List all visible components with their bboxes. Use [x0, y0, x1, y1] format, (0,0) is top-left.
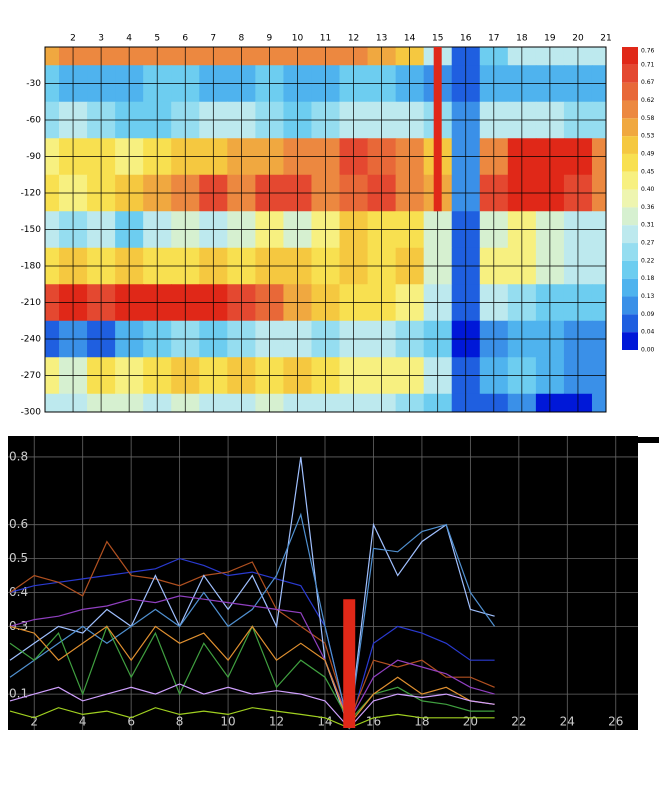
colorbar-swatch	[622, 82, 638, 101]
x-tick-label: 4	[126, 34, 132, 44]
colorbar-swatch	[622, 314, 638, 333]
x-tick-label: 6	[182, 34, 188, 44]
x-tick-label: 10	[220, 715, 235, 729]
series-line	[9, 456, 495, 729]
series-line	[9, 512, 496, 729]
x-tick-label: 18	[516, 34, 528, 44]
x-tick-label: 2	[30, 715, 38, 729]
colorbar-swatch	[622, 153, 638, 172]
contour-cell	[45, 47, 60, 66]
x-tick-label: 22	[511, 715, 526, 729]
series-line	[9, 595, 495, 723]
plot-background	[8, 436, 638, 730]
x-tick-label: 21	[600, 34, 611, 44]
y-tick-label: -300	[21, 408, 42, 418]
y-tick-label: -60	[26, 116, 41, 126]
x-tick-label: 5	[154, 34, 160, 44]
series-line	[9, 625, 495, 726]
y-tick-label: 0.8	[9, 449, 28, 463]
x-tick-label: 14	[317, 715, 332, 729]
y-tick-label: -240	[21, 335, 42, 345]
x-tick-label: 19	[544, 34, 556, 44]
series-line	[9, 707, 495, 729]
colorbar-label: 0.49	[641, 150, 655, 157]
highlight-bar	[343, 599, 356, 728]
x-tick-label: 12	[348, 34, 359, 44]
y-tick-label: -30	[26, 79, 41, 89]
y-tick-label: -210	[21, 298, 42, 308]
x-tick-label: 3	[98, 34, 104, 44]
colorbar-swatch	[622, 118, 638, 137]
colorbar-label: 0.00	[641, 347, 655, 354]
x-tick-label: 16	[366, 715, 381, 729]
colorbar-swatch	[622, 189, 638, 208]
colorbar-label: 0.09	[641, 311, 655, 318]
x-tick-label: 16	[460, 34, 472, 44]
x-tick-label: 8	[238, 34, 244, 44]
colorbar-label: 0.58	[641, 115, 655, 122]
x-tick-label: 2	[70, 34, 76, 44]
x-tick-label: 20	[463, 715, 478, 729]
y-tick-label: -90	[26, 152, 41, 162]
y-tick-label: 0.5	[9, 551, 28, 565]
x-tick-label: 17	[488, 34, 499, 44]
colorbar-label: 0.45	[641, 168, 655, 175]
colorbar-label: 0.22	[641, 257, 655, 264]
x-tick-label: 20	[572, 34, 584, 44]
colorbar-label: 0.40	[641, 186, 655, 193]
series-line	[9, 683, 495, 729]
colorbar-label: 0.27	[641, 240, 655, 247]
colorbar-swatch	[622, 225, 638, 244]
x-tick-label: 4	[79, 715, 87, 729]
colorbar-label: 0.13	[641, 293, 655, 300]
colorbar-swatch	[622, 47, 638, 65]
colorbar-swatch	[622, 171, 638, 190]
x-tick-label: 14	[404, 34, 416, 44]
x-tick-label: 9	[267, 34, 273, 44]
x-tick-label: 13	[376, 34, 387, 44]
colorbar-swatch	[622, 243, 638, 261]
colorbar-swatch	[622, 260, 638, 279]
x-tick-label: 12	[269, 715, 284, 729]
x-tick-label: 8	[176, 715, 184, 729]
contour-cell	[591, 393, 607, 413]
y-tick-label: 0.6	[9, 517, 28, 531]
contour-cell	[45, 393, 60, 413]
colorbar-swatch	[622, 278, 638, 297]
colorbar-label: 0.04	[641, 329, 655, 336]
contour-cell	[591, 47, 607, 66]
x-tick-label: 24	[560, 715, 575, 729]
colorbar-swatch	[622, 100, 638, 119]
colorbar-swatch	[622, 64, 638, 83]
colorbar-label: 0.18	[641, 275, 655, 282]
colorbar-label: 0.71	[641, 61, 655, 68]
colorbar-label: 0.76	[641, 48, 655, 55]
x-tick-label: 6	[127, 715, 135, 729]
colorbar-swatch	[622, 207, 638, 226]
colorbar-label: 0.53	[641, 133, 655, 140]
colorbar-swatch	[622, 332, 638, 350]
x-tick-label: 26	[608, 715, 623, 729]
colorbar-swatch	[622, 296, 638, 315]
x-tick-label: 7	[210, 34, 216, 44]
x-tick-label: 10	[292, 34, 304, 44]
x-tick-label: 11	[320, 34, 331, 44]
series-line	[9, 540, 495, 723]
plot-frame	[44, 46, 607, 413]
top-strip	[638, 437, 659, 443]
y-tick-label: -150	[21, 225, 42, 235]
colorbar-label: 0.62	[641, 97, 655, 104]
y-tick-label: -120	[21, 189, 42, 199]
y-tick-label: -270	[21, 371, 42, 381]
colorbar-label: 0.31	[641, 222, 655, 229]
colorbar-swatch	[622, 136, 638, 154]
colorbar-label: 0.67	[641, 79, 655, 86]
highlight-bar	[433, 47, 442, 212]
colorbar-label: 0.36	[641, 204, 655, 211]
x-tick-label: 15	[432, 34, 443, 44]
y-tick-label: -180	[21, 262, 42, 272]
